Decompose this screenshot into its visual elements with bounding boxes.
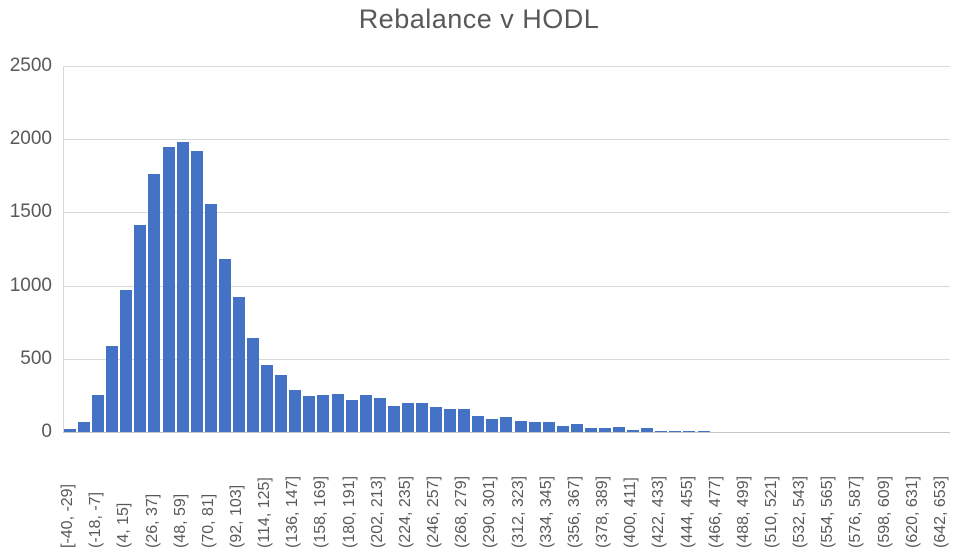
bar [415,403,428,432]
x-axis-tick-label: (576, 587] [847,475,865,548]
x-axis-tick-label: (532, 543] [791,475,809,548]
bar [303,396,316,432]
x-axis-tick-label: (620, 631] [903,475,921,548]
y-axis-tick-label: 500 [20,347,52,369]
bar [683,431,696,432]
bar [120,290,133,432]
x-axis-tick-label: (422, 433] [650,475,668,548]
y-axis-line [63,66,64,432]
bar [430,407,443,432]
x-axis-line [63,432,950,433]
y-axis-tick-label: 1500 [9,201,52,223]
bar [134,225,147,432]
bar [78,422,91,432]
y-axis-tick-label: 2000 [9,128,52,150]
x-axis-tick-label: (92, 103] [227,484,245,548]
x-axis-tick-label: (70, 81] [199,493,217,548]
x-axis-tick-label: (268, 279] [453,475,471,548]
bar [373,398,386,432]
x-axis-tick-label: (642, 653] [931,475,949,548]
y-axis-tick-label: 1000 [9,274,52,296]
y-axis-tick-label: 0 [41,421,52,442]
x-axis-tick-label: (246, 257] [425,475,443,548]
gridline [63,139,950,141]
x-axis-tick-label: (26, 37] [143,493,161,548]
bar [486,419,499,432]
bar [570,424,583,432]
bar [542,422,555,432]
bar [106,346,119,432]
bar [444,409,457,432]
gridline [63,212,950,214]
bar [345,400,358,432]
x-axis-tick-label: (4, 15] [115,502,133,548]
bar [331,394,344,432]
x-axis-tick-label: (554, 565] [819,475,837,548]
bar [472,416,485,432]
gridline [63,285,950,287]
bar [317,395,330,432]
bar [401,403,414,432]
x-axis-tick-label: (290, 301] [481,475,499,548]
y-axis-tick-label: 2500 [9,55,52,76]
bar [458,409,471,432]
x-axis-tick-label: (444, 455] [678,475,696,548]
bar [655,431,668,432]
plot-area [63,66,950,433]
bar [261,365,274,432]
gridline [63,66,950,67]
x-axis-tick-label: (136, 147] [284,475,302,548]
bar [92,395,105,432]
bar [514,421,527,432]
bar [500,417,513,432]
x-axis-tick-label: (378, 389] [594,475,612,548]
bar [584,428,597,432]
x-axis-tick-label: (48, 59] [171,493,189,548]
x-axis-tick-label: (356, 367] [565,475,583,548]
x-axis-tick-label: (466, 477] [706,475,724,548]
gridline [63,358,950,360]
bar [627,430,640,432]
bar [289,390,302,432]
x-axis-tick-label: (312, 323] [509,475,527,548]
bar [387,406,400,432]
bar [218,259,231,432]
chart-title: Rebalance v HODL [358,4,600,34]
x-axis-tick-label: (224, 235] [396,475,414,548]
bar [162,147,175,432]
bar [148,174,161,432]
bar [599,428,612,432]
bar [64,429,76,432]
bar [275,375,288,432]
x-axis-tick-label: (400, 411] [622,477,640,548]
x-axis-tick-label: (488, 499] [734,475,752,548]
bar [556,426,569,432]
x-axis-tick-label: (180, 191] [340,475,358,548]
bar [613,427,626,432]
bar [247,338,260,432]
bar [528,422,541,432]
x-axis-tick-label: (510, 521] [763,475,780,548]
bar [232,297,245,432]
x-axis-tick-label: (158, 169] [312,475,330,548]
x-axis-tick-label: (334, 345] [537,475,555,548]
x-axis-tick-label: (114, 125] [256,477,274,548]
bar [204,204,217,432]
x-axis-tick-label: (-18, -7] [87,491,105,548]
bar [669,431,682,432]
bar [641,428,654,432]
bar [190,151,203,432]
bar [359,395,372,432]
bar [176,142,189,432]
x-axis-tick-label: [-40, -29] [59,483,77,548]
x-axis-tick-label: (202, 213] [368,475,386,548]
x-axis-tick-label: (598, 609] [875,475,893,548]
bar [697,431,710,432]
